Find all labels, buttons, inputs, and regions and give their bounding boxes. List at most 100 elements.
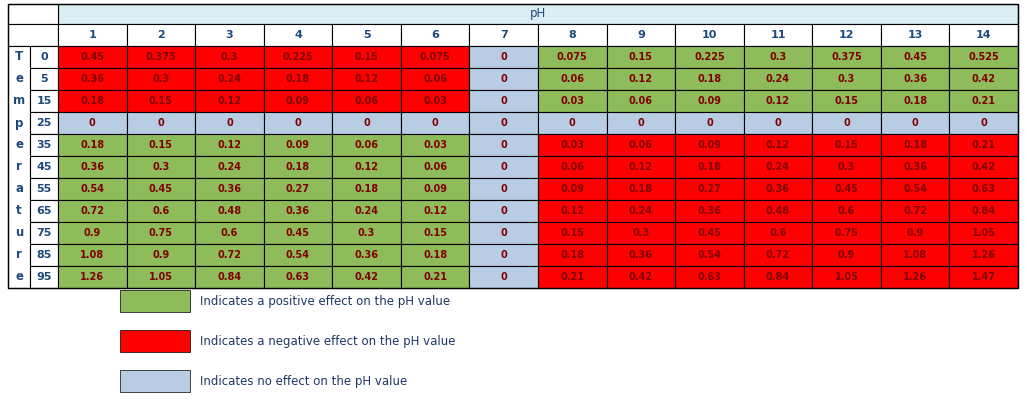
Text: 0.15: 0.15 — [149, 140, 173, 150]
Bar — [333, 46, 401, 68]
Text: 65: 65 — [36, 206, 51, 216]
Text: 0.06: 0.06 — [629, 140, 653, 150]
Bar — [812, 90, 881, 112]
Text: 0.54: 0.54 — [903, 184, 927, 194]
Bar — [949, 222, 1018, 244]
Text: 0.36: 0.36 — [286, 206, 310, 216]
Text: 13: 13 — [908, 30, 923, 40]
Bar — [607, 90, 675, 112]
Bar — [744, 90, 812, 112]
Text: 0.24: 0.24 — [766, 162, 790, 172]
Bar — [538, 178, 607, 200]
Text: 0.18: 0.18 — [354, 184, 379, 194]
Bar — [881, 266, 949, 288]
Bar — [58, 90, 126, 112]
Text: 0.18: 0.18 — [560, 250, 584, 260]
Bar — [58, 4, 1018, 24]
Text: 8: 8 — [568, 30, 576, 40]
Text: 0.45: 0.45 — [835, 184, 859, 194]
Text: 0.06: 0.06 — [561, 74, 584, 84]
Bar — [401, 266, 469, 288]
Text: 1.26: 1.26 — [903, 272, 927, 282]
Text: 0.12: 0.12 — [218, 96, 241, 106]
Bar — [195, 156, 264, 178]
Bar — [744, 244, 812, 266]
Text: 0.72: 0.72 — [80, 206, 105, 216]
Bar — [264, 46, 333, 68]
Text: 0.54: 0.54 — [80, 184, 105, 194]
Text: 55: 55 — [36, 184, 51, 194]
Text: 0.09: 0.09 — [697, 140, 721, 150]
Bar — [30, 112, 58, 134]
Text: 45: 45 — [36, 162, 51, 172]
Bar — [195, 200, 264, 222]
Bar — [538, 68, 607, 90]
Text: m: m — [13, 94, 25, 108]
Bar — [8, 4, 1018, 288]
Text: 0.24: 0.24 — [629, 206, 653, 216]
Bar — [8, 4, 58, 24]
Bar — [881, 222, 949, 244]
Bar — [675, 178, 744, 200]
Text: 0.84: 0.84 — [218, 272, 241, 282]
Text: 0: 0 — [89, 118, 96, 128]
Bar — [469, 156, 538, 178]
Text: 7: 7 — [500, 30, 507, 40]
Bar — [264, 134, 333, 156]
Bar — [264, 90, 333, 112]
Text: 0.06: 0.06 — [561, 162, 584, 172]
Text: 85: 85 — [36, 250, 51, 260]
Bar — [30, 222, 58, 244]
Bar — [744, 156, 812, 178]
Text: 4: 4 — [294, 30, 302, 40]
Bar — [607, 68, 675, 90]
Text: 0.15: 0.15 — [835, 96, 859, 106]
Bar — [949, 178, 1018, 200]
Text: 0.42: 0.42 — [354, 272, 379, 282]
Bar — [264, 68, 333, 90]
Bar — [401, 46, 469, 68]
Text: r: r — [16, 160, 22, 173]
Text: Indicates a positive effect on the pH value: Indicates a positive effect on the pH va… — [200, 294, 450, 308]
Text: 0.36: 0.36 — [80, 162, 105, 172]
Bar — [469, 200, 538, 222]
Text: 0: 0 — [500, 228, 507, 238]
Bar — [264, 200, 333, 222]
Text: 0.12: 0.12 — [354, 162, 379, 172]
Bar — [607, 266, 675, 288]
Text: 0.36: 0.36 — [629, 250, 653, 260]
Text: 0.6: 0.6 — [221, 228, 238, 238]
Text: e: e — [15, 72, 23, 85]
Bar — [469, 112, 538, 134]
Text: 5: 5 — [363, 30, 371, 40]
Text: 0.075: 0.075 — [420, 52, 451, 62]
Text: 0.06: 0.06 — [354, 140, 379, 150]
Bar — [469, 46, 538, 68]
Bar — [333, 90, 401, 112]
Text: 0.12: 0.12 — [766, 96, 790, 106]
Text: 0.12: 0.12 — [423, 206, 447, 216]
Text: 0.24: 0.24 — [218, 162, 241, 172]
Text: 1.08: 1.08 — [903, 250, 927, 260]
Text: 0: 0 — [500, 184, 507, 194]
Text: 0: 0 — [500, 272, 507, 282]
Bar — [126, 200, 195, 222]
Text: 0.03: 0.03 — [561, 140, 584, 150]
Bar — [333, 200, 401, 222]
Text: 0.36: 0.36 — [218, 184, 241, 194]
Bar — [607, 244, 675, 266]
Bar — [333, 24, 401, 46]
Text: 0.9: 0.9 — [83, 228, 101, 238]
Text: 0.03: 0.03 — [561, 96, 584, 106]
Bar — [607, 222, 675, 244]
Text: 0.09: 0.09 — [423, 184, 447, 194]
Text: 0: 0 — [500, 74, 507, 84]
Bar — [120, 370, 190, 392]
Bar — [607, 200, 675, 222]
Text: 0: 0 — [157, 118, 164, 128]
Bar — [126, 134, 195, 156]
Bar — [812, 200, 881, 222]
Bar — [949, 200, 1018, 222]
Bar — [30, 178, 58, 200]
Bar — [126, 178, 195, 200]
